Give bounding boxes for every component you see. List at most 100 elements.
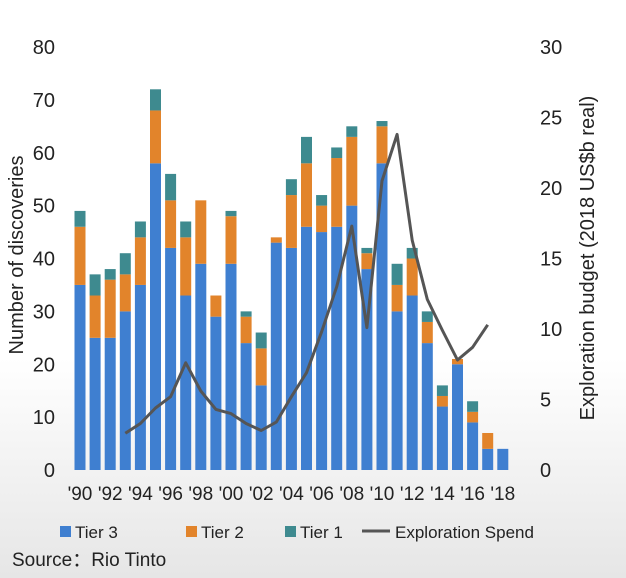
bar-tier-3-1994 — [134, 284, 146, 470]
bar-tier-2-1992 — [104, 279, 116, 338]
x-tick-12: '12 — [400, 484, 425, 505]
bar-tier-2-2014 — [436, 395, 448, 407]
bar-tier-1-2006 — [316, 195, 328, 206]
bar-tier-2-1994 — [134, 237, 146, 285]
bar-tier-2-2016 — [467, 411, 479, 423]
y-right-tick-10: 10 — [540, 319, 562, 341]
y-right-tick-labels: 0 5 10 15 20 25 30 — [540, 37, 562, 482]
x-tick-14: '14 — [430, 484, 455, 505]
bar-tier-2-1996 — [165, 200, 177, 248]
bar-tier-3-1997 — [180, 295, 192, 470]
bar-tier-3-2009 — [361, 269, 373, 470]
bar-tier-3-2000 — [225, 263, 237, 470]
legend-swatch-tier-2 — [186, 526, 197, 537]
bar-tier-3-1992 — [104, 337, 116, 470]
x-tick-04: '04 — [279, 484, 304, 505]
y-left-tick-40: 40 — [33, 249, 55, 271]
bar-tier-1-1995 — [150, 89, 161, 111]
x-tick-labels: '90'92'94'96'98'00'02'04'06'08'10'12'14 '… — [68, 484, 516, 505]
bar-tier-3-2015 — [452, 364, 463, 470]
bar-tier-1-2008 — [346, 126, 358, 137]
x-tick-18: '18 — [490, 484, 515, 505]
bar-tier-2-2001 — [240, 316, 252, 344]
bar-tier-3-2016 — [467, 422, 479, 470]
bar-tier-3-1999 — [210, 316, 222, 470]
y-left-tick-70: 70 — [33, 90, 55, 112]
bar-tier-3-2011 — [391, 311, 403, 470]
bar-tier-3-1993 — [119, 311, 131, 470]
bar-tier-3-2012 — [406, 295, 418, 470]
y-left-tick-80: 80 — [33, 37, 55, 59]
bar-tier-3-1991 — [89, 337, 101, 470]
bar-tier-3-2001 — [240, 343, 252, 470]
y-right-axis-title: Exploration budget (2018 US$b real) — [577, 96, 599, 421]
y-right-tick-20: 20 — [540, 178, 562, 200]
bar-tier-2-2015 — [452, 358, 463, 365]
bar-tier-2-2008 — [346, 136, 358, 206]
bar-tier-3-1990 — [74, 284, 86, 470]
y-left-axis-title: Number of discoveries — [6, 156, 28, 355]
y-left-tick-30: 30 — [33, 301, 55, 323]
source-note: Source：Rio Tinto — [12, 550, 167, 571]
y-left-tick-labels: 0 10 20 30 40 50 60 70 80 — [33, 37, 55, 482]
y-right-tick-15: 15 — [540, 249, 562, 271]
bar-tier-2-2007 — [331, 158, 343, 227]
y-right-tick-0: 0 — [540, 460, 551, 482]
bar-tier-3-2005 — [301, 226, 312, 470]
y-left-tick-50: 50 — [33, 196, 55, 218]
legend-label-exploration-spend: Exploration Spend — [395, 523, 534, 542]
x-tick-08: '08 — [339, 484, 364, 505]
bar-tier-1-1994 — [134, 221, 146, 238]
bar-tier-3-2014 — [436, 406, 448, 470]
y-left-tick-0: 0 — [44, 460, 55, 482]
bar-tier-1-1992 — [104, 269, 116, 280]
legend-label-tier-2: Tier 2 — [201, 523, 244, 542]
bar-tier-2-2005 — [301, 163, 312, 227]
bar-tier-2-1991 — [89, 295, 101, 338]
bar-tier-1-1996 — [165, 173, 177, 201]
bar-tier-1-2002 — [255, 332, 267, 349]
legend-label-tier-1: Tier 1 — [300, 523, 343, 542]
bar-tier-1-2016 — [467, 401, 479, 412]
y-left-tick-20: 20 — [33, 354, 55, 376]
bar-tier-3-2010 — [376, 163, 388, 470]
bar-tier-3-1998 — [195, 263, 207, 470]
x-tick-02: '02 — [249, 484, 274, 505]
bar-tier-2-2000 — [225, 216, 237, 264]
bar-tier-3-2003 — [270, 242, 282, 470]
bar-tier-1-2010 — [376, 121, 388, 127]
bar-tier-1-2004 — [285, 179, 297, 196]
bar-tier-3-2006 — [316, 232, 328, 470]
spend-line — [124, 132, 489, 435]
bar-tier-2-2002 — [255, 348, 267, 386]
y-left-tick-60: 60 — [33, 143, 55, 165]
bar-tier-1-2012 — [406, 247, 418, 259]
x-tick-92: '92 — [98, 484, 123, 505]
y-left-tick-10: 10 — [33, 407, 55, 429]
bar-tier-2-2017 — [482, 432, 494, 449]
bar-tier-3-2007 — [331, 226, 343, 470]
bar-tier-1-2011 — [391, 263, 403, 285]
bar-tier-2-2004 — [285, 195, 297, 248]
bar-tier-2-2013 — [421, 321, 433, 344]
bar-tier-2-1993 — [119, 274, 131, 312]
bar-tier-1-1990 — [74, 210, 86, 227]
y-right-tick-5: 5 — [540, 390, 551, 412]
x-tick-10: '10 — [370, 484, 395, 505]
y-right-tick-30: 30 — [540, 37, 562, 59]
bar-tier-3-2004 — [285, 247, 297, 470]
x-tick-00: '00 — [219, 484, 244, 505]
legend-swatch-tier-1 — [285, 526, 296, 537]
bar-tier-3-2013 — [421, 343, 433, 470]
legend-swatch-tier-3 — [60, 526, 71, 537]
bar-tier-3-2017 — [482, 448, 494, 470]
x-tick-16: '16 — [460, 484, 485, 505]
bar-tier-1-2014 — [436, 385, 448, 396]
x-tick-94: '94 — [128, 484, 153, 505]
bar-tier-2-2011 — [391, 284, 403, 312]
bar-tier-2-1999 — [210, 295, 222, 317]
bar-tier-2-2006 — [316, 205, 328, 233]
bar-tier-2-1990 — [74, 226, 86, 285]
bar-tier-1-1991 — [89, 274, 101, 296]
bar-tier-2-2003 — [270, 237, 282, 243]
